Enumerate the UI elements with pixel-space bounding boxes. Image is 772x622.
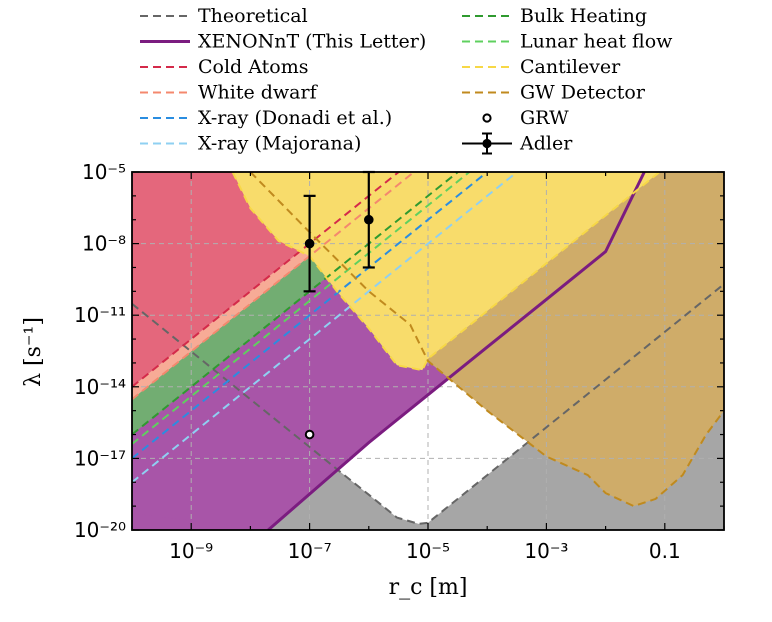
legend-item: Lunar heat flow <box>462 31 673 53</box>
legend-label: Adler <box>519 133 573 155</box>
legend-item: Cold Atoms <box>140 56 308 78</box>
xenonnt-this-letter-line <box>267 172 646 530</box>
legend-item: Bulk Heating <box>462 5 647 27</box>
x-tick-label: 10⁻⁷ <box>288 539 332 563</box>
legend-item: X-ray (Donadi et al.) <box>140 107 392 129</box>
axis-ticks: 10⁻⁹ 10⁻⁷ 10⁻⁵ 10⁻³ 0.1 10⁻²⁰ 10⁻¹⁷ 10⁻¹⁴ 10⁻¹¹ 1… <box>74 160 725 563</box>
y-tick-label: 10⁻¹⁴ <box>74 375 126 399</box>
legend-label: X-ray (Donadi et al.) <box>198 107 392 129</box>
limit-lines <box>132 172 724 530</box>
legend-label: White dwarf <box>198 82 319 104</box>
grw-legend-marker <box>482 113 492 123</box>
y-tick-label: 10⁻¹⁷ <box>74 446 126 470</box>
adler-point <box>304 238 315 249</box>
x-tick-label: 10⁻³ <box>524 539 568 563</box>
legend-label: Cold Atoms <box>198 56 308 78</box>
legend-item: X-ray (Majorana) <box>140 133 361 155</box>
legend-item: Adler <box>462 132 573 155</box>
x-ray-donadi-et-al-line <box>132 172 488 460</box>
adler-point <box>364 214 374 225</box>
cantilever-excluded-region <box>232 172 724 371</box>
y-tick-label: 10⁻²⁰ <box>74 518 126 542</box>
x-ray-majorana-line <box>132 172 518 484</box>
legend-item: Theoretical <box>140 5 308 27</box>
grid-lines <box>132 172 724 530</box>
y-axis-title: λ [s⁻¹] <box>21 317 46 387</box>
lunar-heat-flow-line <box>132 172 471 445</box>
legend-label: Lunar heat flow <box>520 31 673 53</box>
x-tick-label: 10⁻⁹ <box>169 539 213 563</box>
theoretical-line <box>132 283 724 525</box>
legend-label: Theoretical <box>198 5 308 27</box>
legend-item: GW Detector <box>462 82 646 104</box>
y-tick-label: 10⁻⁵ <box>82 160 126 184</box>
y-tick-label: 10⁻¹¹ <box>74 303 126 327</box>
grw-point <box>304 429 315 440</box>
legend-item: Cantilever <box>462 56 621 78</box>
gw-detector-line <box>249 172 724 508</box>
legend-item: GRW <box>482 107 569 129</box>
legend-label: GW Detector <box>520 82 646 104</box>
white-dwarf-line <box>132 172 415 401</box>
cantilever-line <box>231 172 672 372</box>
legend-item: XENONnT (This Letter) <box>140 31 426 53</box>
legend-item: White dwarf <box>140 82 319 104</box>
legend-label: X-ray (Majorana) <box>198 133 361 155</box>
y-tick-label: 10⁻⁸ <box>82 232 126 256</box>
legend-label: Cantilever <box>520 56 621 78</box>
legend: Theoretical XENONnT (This Letter) Cold Ato… <box>140 5 673 155</box>
legend-label: GRW <box>520 107 569 129</box>
x-axis-title: r_c [m] <box>389 575 468 600</box>
adler-legend-marker <box>482 138 492 149</box>
x-tick-label: 10⁻⁵ <box>406 539 450 563</box>
legend-label: XENONnT (This Letter) <box>198 31 426 53</box>
legend-label: Bulk Heating <box>520 5 647 27</box>
x-tick-label: 0.1 <box>649 539 681 563</box>
